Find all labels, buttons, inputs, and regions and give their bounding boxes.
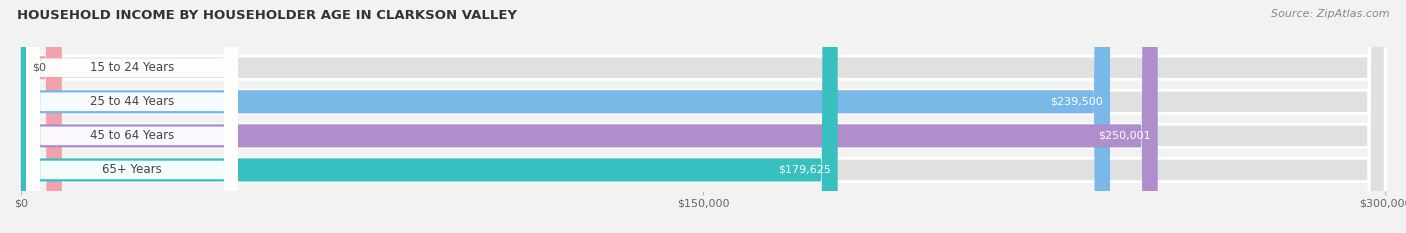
FancyBboxPatch shape: [21, 0, 1385, 233]
FancyBboxPatch shape: [27, 0, 238, 233]
FancyBboxPatch shape: [21, 0, 1385, 233]
FancyBboxPatch shape: [21, 0, 62, 233]
Text: $0: $0: [32, 63, 46, 73]
Text: 45 to 64 Years: 45 to 64 Years: [90, 129, 174, 142]
FancyBboxPatch shape: [21, 0, 1109, 233]
Text: Source: ZipAtlas.com: Source: ZipAtlas.com: [1271, 9, 1389, 19]
FancyBboxPatch shape: [27, 0, 238, 233]
Text: $239,500: $239,500: [1050, 97, 1104, 107]
Text: $179,625: $179,625: [778, 165, 831, 175]
FancyBboxPatch shape: [27, 0, 238, 233]
FancyBboxPatch shape: [27, 0, 238, 233]
FancyBboxPatch shape: [21, 0, 1157, 233]
FancyBboxPatch shape: [21, 0, 838, 233]
Text: 15 to 24 Years: 15 to 24 Years: [90, 61, 174, 74]
Text: HOUSEHOLD INCOME BY HOUSEHOLDER AGE IN CLARKSON VALLEY: HOUSEHOLD INCOME BY HOUSEHOLDER AGE IN C…: [17, 9, 517, 22]
Text: $250,001: $250,001: [1098, 131, 1152, 141]
Text: 65+ Years: 65+ Years: [103, 163, 162, 176]
FancyBboxPatch shape: [21, 0, 1385, 233]
FancyBboxPatch shape: [21, 0, 1385, 233]
Text: 25 to 44 Years: 25 to 44 Years: [90, 95, 174, 108]
